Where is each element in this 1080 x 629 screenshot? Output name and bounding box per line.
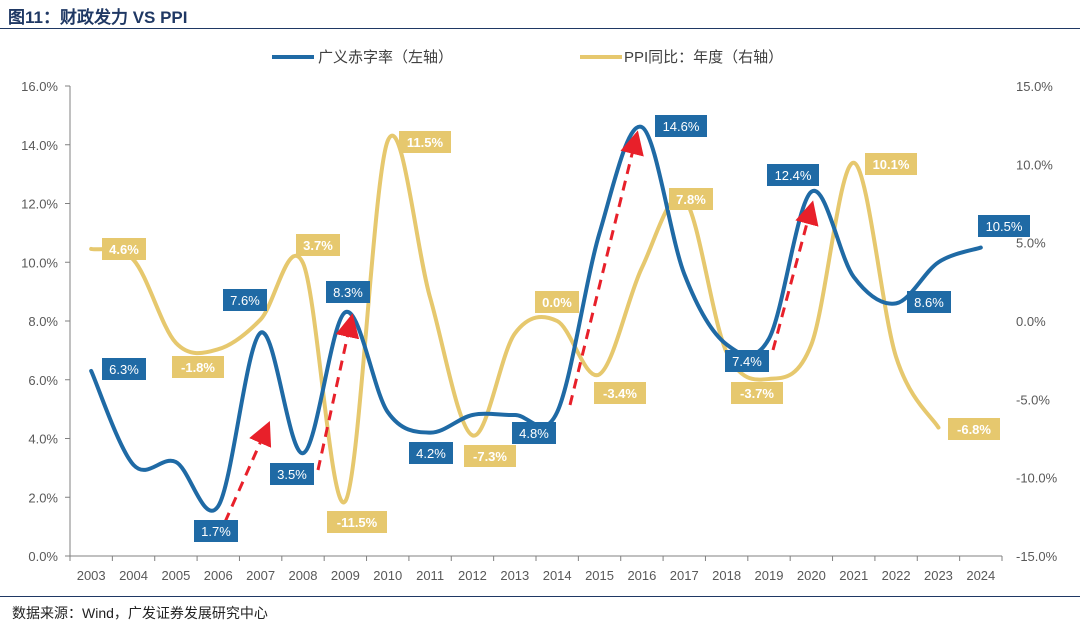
right-tick-label: 15.0% xyxy=(1016,79,1053,94)
ppi-label-box xyxy=(731,382,783,404)
x-tick-label: 2009 xyxy=(331,568,360,583)
title-divider xyxy=(0,28,1080,29)
source-note: 数据来源：Wind，广发证券发展研究中心 xyxy=(12,605,268,621)
x-tick-label: 2015 xyxy=(585,568,614,583)
x-tick-label: 2021 xyxy=(839,568,868,583)
deficit-label-box xyxy=(978,215,1030,237)
deficit-data-label: 1.7% xyxy=(201,524,231,539)
ppi-data-label: -3.4% xyxy=(603,386,637,401)
left-tick-label: 12.0% xyxy=(21,197,58,212)
deficit-data-label: 7.4% xyxy=(732,354,762,369)
red-dashed-arrow xyxy=(223,421,272,523)
deficit-label-box xyxy=(725,350,769,372)
x-tick-label: 2012 xyxy=(458,568,487,583)
x-tick-label: 2011 xyxy=(416,568,444,583)
x-tick-label: 2005 xyxy=(161,568,190,583)
right-tick-label: 0.0% xyxy=(1016,314,1046,329)
x-tick-label: 2019 xyxy=(755,568,784,583)
ppi-label-box xyxy=(948,418,1000,440)
x-tick-label: 2024 xyxy=(966,568,995,583)
deficit-label-box xyxy=(512,422,556,444)
ppi-data-label: -7.3% xyxy=(473,449,507,464)
ppi-data-label: -6.8% xyxy=(957,422,991,437)
deficit-data-label: 7.6% xyxy=(230,293,260,308)
deficit-data-label: 8.6% xyxy=(914,295,944,310)
deficit-label-box xyxy=(194,520,238,542)
right-tick-label: -5.0% xyxy=(1016,392,1050,407)
red-dashed-arrow xyxy=(316,313,360,471)
x-tick-label: 2014 xyxy=(543,568,572,583)
ppi-label-box xyxy=(327,511,387,533)
ppi-data-label: -11.5% xyxy=(337,515,378,530)
x-tick-label: 2023 xyxy=(924,568,953,583)
right-tick-label: -15.0% xyxy=(1016,549,1058,564)
ppi-label-box xyxy=(172,356,224,378)
source-divider xyxy=(0,596,1080,597)
x-tick-label: 2006 xyxy=(204,568,233,583)
deficit-data-label: 3.5% xyxy=(277,467,307,482)
red-dashed-arrow xyxy=(771,200,819,351)
deficit-label-box xyxy=(655,115,707,137)
deficit-data-label: 8.3% xyxy=(333,285,363,300)
x-tick-label: 2013 xyxy=(500,568,529,583)
ppi-data-label: 11.5% xyxy=(407,135,444,150)
right-tick-label: 5.0% xyxy=(1016,236,1046,251)
deficit-data-label: 14.6% xyxy=(663,119,700,134)
deficit-label-box xyxy=(102,358,146,380)
deficit-label-box xyxy=(326,281,370,303)
x-tick-label: 2010 xyxy=(373,568,402,583)
ppi-line xyxy=(89,133,941,505)
deficit-data-label: 6.3% xyxy=(109,362,139,377)
x-tick-label: 2016 xyxy=(627,568,656,583)
ppi-label-box xyxy=(865,153,917,175)
right-tick-label: -10.0% xyxy=(1016,471,1058,486)
x-tick-label: 2017 xyxy=(670,568,699,583)
ppi-data-label: -1.8% xyxy=(181,360,215,375)
x-tick-label: 2022 xyxy=(882,568,911,583)
ppi-data-label: 10.1% xyxy=(873,157,910,172)
ppi-label-box xyxy=(669,188,713,210)
deficit-data-label: 10.5% xyxy=(986,219,1023,234)
legend-ppi-label: PPI同比：年度（右轴） xyxy=(624,49,783,66)
ppi-data-label: 0.0% xyxy=(542,295,572,310)
left-tick-label: 16.0% xyxy=(21,79,58,94)
ppi-data-label: 4.6% xyxy=(109,242,139,257)
x-tick-label: 2008 xyxy=(289,568,318,583)
deficit-label-box xyxy=(409,442,453,464)
x-tick-label: 2007 xyxy=(246,568,275,583)
ppi-label-box xyxy=(399,131,451,153)
ppi-data-label: 3.7% xyxy=(303,238,333,253)
ppi-data-label: 7.8% xyxy=(676,192,706,207)
left-tick-label: 14.0% xyxy=(21,138,58,153)
ppi-label-box xyxy=(535,291,579,313)
chart-title: 图11：财政发力 VS PPI xyxy=(8,8,188,27)
left-tick-label: 2.0% xyxy=(28,490,58,505)
ppi-data-label: -3.7% xyxy=(740,386,774,401)
ppi-label-box xyxy=(102,238,146,260)
deficit-label-box xyxy=(907,291,951,313)
deficit-data-label: 4.2% xyxy=(416,446,446,461)
deficit-label-box xyxy=(270,463,314,485)
x-tick-label: 2003 xyxy=(77,568,106,583)
ppi-label-box xyxy=(296,234,340,256)
legend-deficit-label: 广义赤字率（左轴） xyxy=(318,49,453,66)
deficit-data-label: 12.4% xyxy=(775,168,812,183)
left-tick-label: 6.0% xyxy=(28,373,58,388)
ppi-label-box xyxy=(464,445,516,467)
ppi-label-box xyxy=(594,382,646,404)
deficit-label-box xyxy=(767,164,819,186)
left-tick-label: 8.0% xyxy=(28,314,58,329)
x-tick-label: 2020 xyxy=(797,568,826,583)
left-tick-label: 0.0% xyxy=(28,549,58,564)
right-tick-label: 10.0% xyxy=(1016,157,1053,172)
x-tick-label: 2004 xyxy=(119,568,148,583)
x-tick-label: 2018 xyxy=(712,568,741,583)
deficit-data-label: 4.8% xyxy=(519,426,549,441)
deficit-label-box xyxy=(223,289,267,311)
left-tick-label: 10.0% xyxy=(21,255,58,270)
red-dashed-arrow xyxy=(568,130,644,406)
left-tick-label: 4.0% xyxy=(28,432,58,447)
